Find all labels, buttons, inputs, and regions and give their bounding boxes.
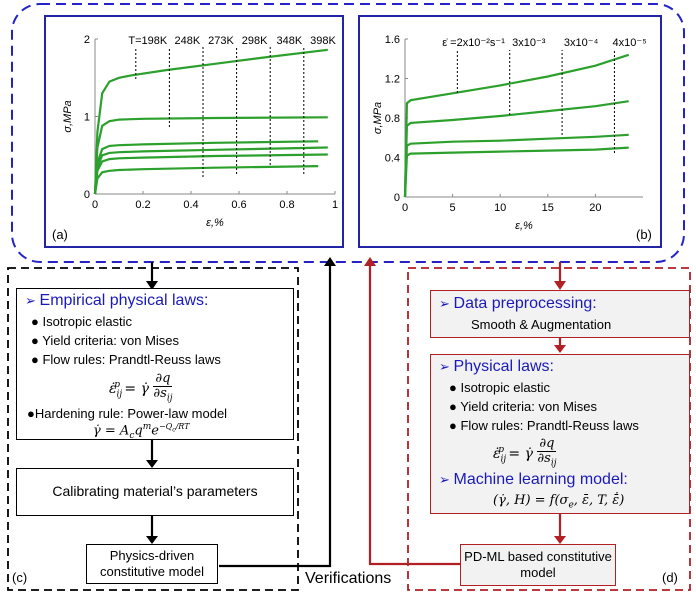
data-preprocessing-box: ➢ Data preprocessing: Smooth & Augmentat…: [430, 290, 690, 338]
y-tick-label: 1: [84, 112, 90, 124]
x-tick-label: 10: [494, 202, 506, 214]
arrow-left-1: [146, 460, 158, 468]
data-preprocessing-sub: Smooth & Augmentation: [471, 317, 612, 332]
x-tick-label: 0.8: [279, 199, 294, 211]
y-tick-label: 1.6: [385, 34, 400, 46]
empirical-laws-box: ➢ Empirical physical laws: ● Isotropic e…: [16, 288, 294, 441]
annotation-label: 4x10⁻⁵: [613, 37, 647, 49]
bullet-yield-right: ● Yield criteria: von Mises: [449, 399, 598, 414]
y-tick-label: 2: [84, 34, 90, 46]
verification-arrow-left: [219, 264, 332, 568]
bullet-flow-left: ● Flow rules: Prandtl-Reuss laws: [31, 352, 221, 367]
top-dashed-frame: [11, 3, 685, 263]
x-tick-label: 0.4: [183, 199, 198, 211]
arrow-left-2: [146, 536, 158, 544]
chart-b-svg: 0 5 10 15 20 0 0.4 0.8 1.2 1.6 ε,% σ,MPa ε̇ =2x10⁻²s…: [372, 34, 652, 242]
curve-series-1: [403, 53, 630, 198]
curve-series-2: [403, 100, 629, 198]
arrow-down-right-top: [554, 281, 566, 290]
y-tick-label: 0.8: [385, 113, 400, 125]
x-tick-label: 0: [402, 202, 408, 214]
pdml-label: PD-ML based constitutive model: [464, 549, 612, 580]
x-tick-label: 15: [542, 202, 554, 214]
panel-label: (a): [52, 227, 68, 242]
x-tick-label: 20: [589, 202, 601, 214]
x-axis-label: ε,%: [206, 217, 224, 229]
curve-series-2: [93, 116, 328, 195]
physical-laws-box: ➢ Physical laws: ● Isotropic elastic ● Y…: [430, 354, 690, 514]
ml-model-title: ➢ Machine learning model:: [439, 471, 628, 488]
annotation-label: 273K: [208, 35, 234, 47]
curve-series-3: [403, 133, 629, 198]
y-tick-label: 0.4: [385, 153, 400, 165]
bullet-yield-left: ● Yield criteria: von Mises: [31, 333, 180, 348]
physical-laws-title: ➢ Physical laws:: [439, 358, 554, 375]
panel-label-c: (c): [12, 570, 28, 585]
physics-driven-label: Physics-driven constitutive model: [99, 548, 205, 579]
ml-model-equation: (γ̇, H) = f(σe, ε̄, T, ε̄̇): [493, 493, 625, 511]
annotation-label: 3x10⁻⁴: [564, 37, 599, 49]
curve-series-4: [93, 146, 328, 195]
annotation-label: ε̇ =2x10⁻²s⁻¹: [442, 37, 505, 49]
annotation-label: 348K: [277, 35, 303, 47]
arrow-right-2: [554, 536, 566, 544]
pdml-box: PD-ML based constitutive model: [460, 544, 616, 586]
calibrating-box: Calibrating material’s parameters: [16, 468, 294, 516]
x-tick-label: 0.2: [135, 199, 150, 211]
empirical-laws-title: ➢ Empirical physical laws:: [25, 292, 209, 309]
physics-driven-box: Physics-driven constitutive model: [86, 544, 218, 584]
curve-series-6: [93, 165, 319, 195]
curve-series-4: [403, 146, 629, 198]
chart-panel-b: 0 5 10 15 20 0 0.4 0.8 1.2 1.6 ε,% σ,MPa ε̇ =2x10⁻²s…: [358, 15, 662, 248]
chart-a-svg: 0 0.2 0.4 0.6 0.8 1 0 1 2 ε,% σ,MPa T=198K 248K 273K 2…: [52, 34, 338, 242]
annotation-label: 298K: [242, 35, 268, 47]
y-tick-label: 1.2: [385, 74, 400, 86]
flow-rule-equation-left: ε̇ijp = γ̇ ∂q ∂sij: [109, 371, 173, 404]
panel-label: (b): [636, 227, 652, 242]
flow-rule-equation-right: ε̇ijp = γ̇ ∂q ∂sij: [493, 436, 557, 469]
panel-label-d: (d): [662, 570, 678, 585]
data-preprocessing-title: ➢ Data preprocessing:: [439, 295, 597, 312]
arrow-down-left-top: [146, 281, 158, 290]
y-tick-label: 0: [394, 192, 400, 204]
calibrating-label: Calibrating material’s parameters: [52, 483, 258, 499]
verification-arrow-right: [368, 264, 460, 566]
x-tick-label: 1: [332, 199, 338, 211]
curve-series-1: [93, 48, 328, 195]
arrow-right-1: [554, 345, 566, 353]
y-axis-label: σ,MPa: [62, 100, 74, 132]
x-tick-label: 5: [450, 202, 456, 214]
annotation-label: 248K: [175, 35, 201, 47]
y-tick-label: 0: [84, 189, 90, 201]
annotation-label: 3x10⁻³: [512, 37, 546, 49]
bullet-hardening: ●Hardening rule: Power-law model: [27, 406, 228, 421]
verifications-label: Verifications: [305, 570, 392, 587]
bullet-isotropic-left: ● Isotropic elastic: [31, 314, 133, 329]
annotation-label: 398K: [310, 35, 336, 47]
curve-series-5: [93, 153, 328, 195]
bullet-isotropic-right: ● Isotropic elastic: [449, 380, 551, 395]
x-tick-label: 0: [92, 199, 98, 211]
chart-panel-a: 0 0.2 0.4 0.6 0.8 1 0 1 2 ε,% σ,MPa T=198K 248K 273K 2…: [44, 15, 344, 248]
x-axis-label: ε,%: [515, 220, 533, 232]
y-axis-label: σ,MPa: [372, 102, 384, 134]
bullet-flow-right: ● Flow rules: Prandtl-Reuss laws: [449, 418, 639, 433]
hardening-equation: γ̇ = Acqme−Qc/RT: [93, 422, 190, 441]
annotation-label: T=198K: [128, 35, 167, 47]
right-dashed-frame: [407, 267, 691, 591]
x-tick-label: 0.6: [231, 199, 246, 211]
